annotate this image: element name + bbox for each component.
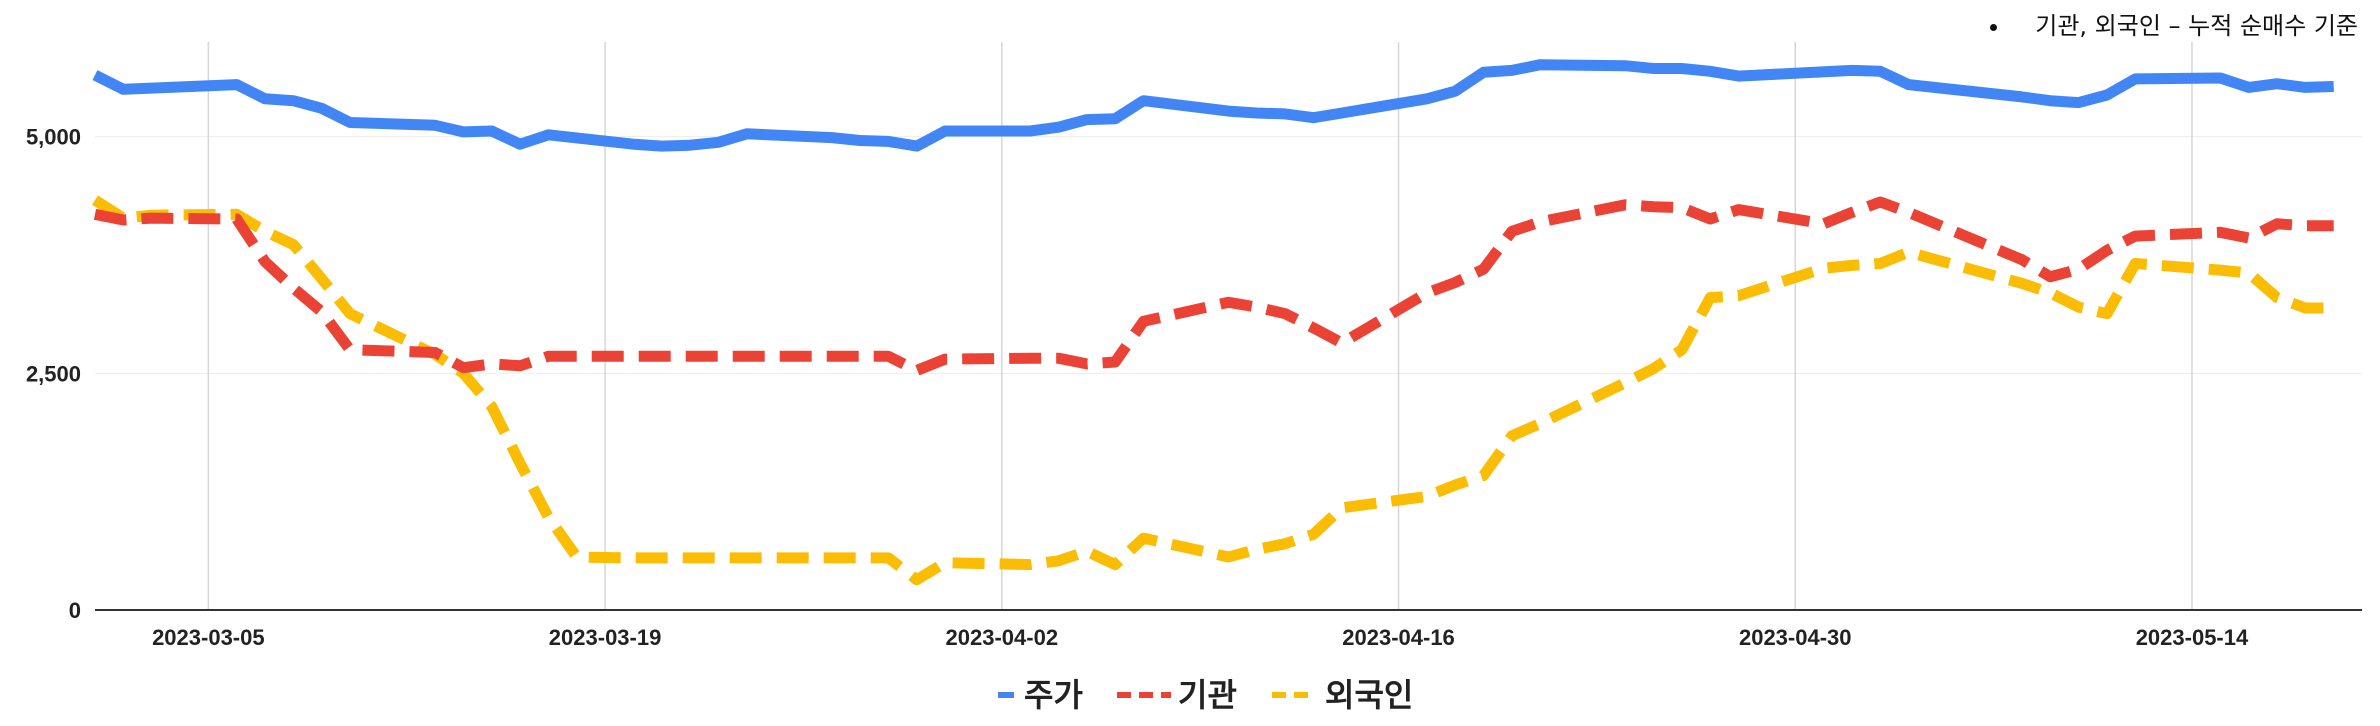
chart-annotation: 기관, 외국인 – 누적 순매수 기준 (1990, 6, 2358, 41)
annotation-text: 기관, 외국인 – 누적 순매수 기준 (2035, 12, 2358, 40)
y-tick-label: 0 (69, 598, 81, 623)
legend: 주가 기관 외국인 (998, 676, 1413, 714)
x-tick-label: 2023-03-05 (152, 625, 265, 650)
y-tick-label: 2,500 (26, 361, 81, 386)
legend-label-1: 주가 (1024, 676, 1083, 714)
bullet-icon (1990, 23, 1998, 31)
x-tick-label: 2023-04-16 (1342, 625, 1455, 650)
series-lines (92, 59, 2334, 586)
series-line-1 (92, 59, 2334, 152)
series-line-3 (92, 195, 2334, 586)
x-tick-label: 2023-03-19 (549, 625, 662, 650)
legend-label-2: 기관 (1178, 676, 1237, 714)
series-line-2 (93, 196, 2334, 376)
x-tick-label: 2023-05-14 (2136, 625, 2249, 650)
x-tick-label: 2023-04-02 (946, 625, 1059, 650)
y-axis: 0 2,500 5,000 (26, 125, 81, 623)
x-axis: 2023-03-05 2023-03-19 2023-04-02 2023-04-16… (95, 609, 2362, 650)
x-tick-label: 2023-04-30 (1739, 625, 1852, 650)
y-tick-label: 5,000 (26, 125, 81, 150)
legend-label-3: 외국인 (1325, 676, 1413, 714)
